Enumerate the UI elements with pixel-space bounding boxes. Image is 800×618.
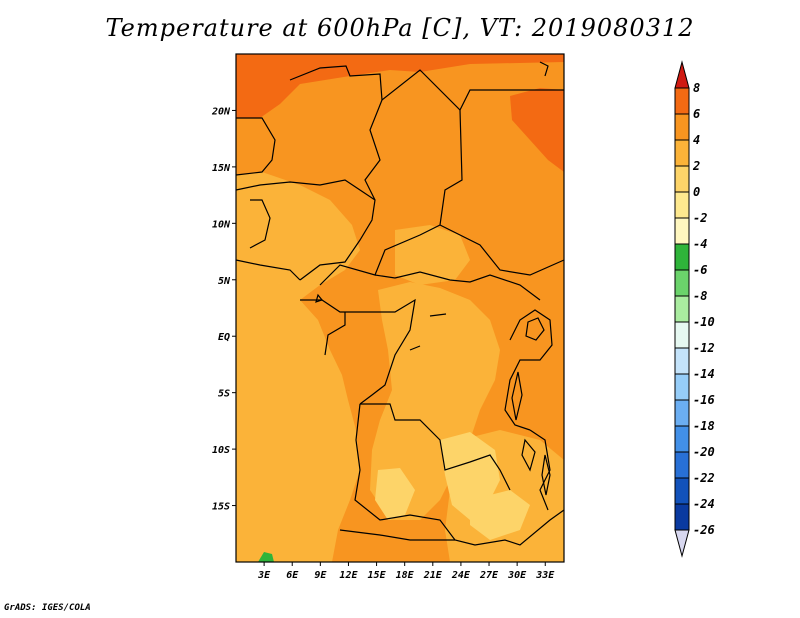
colorbar: 8 6 4 2 0 -2 -4 -6 -8 -10 -12 -14 -16 -18 -20 -22 -24 -26 (674, 60, 715, 558)
temperature-field-minus2-0-angola (375, 468, 415, 520)
map-panel (235, 53, 565, 563)
colorbar-swatch (674, 451, 690, 479)
temperature-field-0-2-west (236, 172, 360, 562)
colorbar-swatch (674, 503, 690, 531)
lon-tick-label: 33E (535, 570, 555, 581)
colorbar-level-label: -12 (693, 341, 715, 355)
country-borders (235, 65, 565, 546)
temperature-field-4-6-northeast (510, 88, 564, 172)
lat-tick-label: 5N (218, 276, 231, 287)
lat-tick-label: EQ (218, 332, 230, 343)
lake-outlines (315, 61, 551, 496)
longitude-axis: 3E 6E 9E 12E 15E 18E 21E 24E 27E 30E 33E (257, 562, 555, 581)
lon-tick-label: 3E (257, 570, 271, 581)
colorbar-level-label: 6 (693, 107, 700, 121)
colorbar-swatch (674, 87, 690, 115)
colorbar-level-label: -24 (693, 497, 715, 511)
temperature-field-minus4-minus6 (258, 552, 274, 562)
latitude-axis: 20N 15N 10N 5N EQ 5S 10S 15S (211, 106, 236, 513)
map-title: Temperature at 600hPa [C], VT: 201908031… (105, 14, 695, 42)
colorbar-swatch (674, 477, 690, 505)
grads-credit: GrADS: IGES/COLA (4, 603, 91, 613)
colorbar-swatch (674, 243, 690, 271)
colorbar-level-label: -14 (693, 367, 715, 381)
colorbar-swatch (674, 269, 690, 297)
lon-tick-label: 27E (479, 570, 499, 581)
lon-tick-label: 21E (423, 570, 443, 581)
colorbar-level-label: 2 (692, 159, 700, 173)
colorbar-level-label: -4 (693, 237, 707, 251)
colorbar-swatch (674, 165, 690, 193)
colorbar-level-label: -26 (693, 523, 715, 537)
colorbar-level-label: -16 (693, 393, 715, 407)
lon-tick-label: 12E (339, 570, 358, 581)
colorbar-swatch (674, 295, 690, 323)
colorbar-level-label: -22 (693, 471, 715, 485)
colorbar-swatch (674, 191, 690, 219)
lon-tick-label: 9E (314, 570, 327, 581)
lon-tick-label: 6E (286, 570, 299, 581)
colorbar-level-label: 4 (693, 133, 700, 147)
colorbar-level-label: 8 (693, 81, 700, 95)
temperature-field-0-2-chad (395, 225, 470, 285)
colorbar-level-label: -20 (693, 445, 715, 459)
colorbar-level-label: -8 (693, 289, 707, 303)
lon-tick-label: 30E (507, 570, 527, 581)
colorbar-level-label: -6 (693, 263, 707, 277)
colorbar-swatch (674, 113, 690, 141)
colorbar-swatch (674, 139, 690, 167)
colorbar-swatch (674, 399, 690, 427)
colorbar-level-label: -2 (693, 211, 707, 225)
temperature-field-minus2-0-zambia (470, 490, 530, 540)
colorbar-swatch (674, 373, 690, 401)
colorbar-swatch (674, 347, 690, 375)
lat-tick-label: 10S (212, 445, 230, 456)
colorbar-top-arrow (674, 60, 690, 89)
temperature-field-4-6-northwest (236, 54, 564, 118)
lon-tick-label: 15E (368, 570, 387, 581)
lat-tick-label: 15N (212, 163, 231, 174)
lat-tick-label: 15S (212, 502, 230, 513)
colorbar-level-label: -18 (693, 419, 715, 433)
colorbar-swatch (674, 321, 690, 349)
colorbar-level-label: 0 (693, 185, 700, 199)
colorbar-swatch (674, 425, 690, 453)
lat-tick-label: 20N (211, 106, 231, 117)
colorbar-swatch (674, 217, 690, 245)
lat-tick-label: 5S (218, 389, 230, 400)
map-frame (235, 53, 565, 563)
lon-tick-label: 24E (451, 570, 471, 581)
lat-tick-label: 10N (212, 219, 231, 230)
lon-tick-label: 18E (396, 570, 415, 581)
colorbar-bottom-arrow (674, 529, 690, 558)
colorbar-level-label: -10 (693, 315, 715, 329)
